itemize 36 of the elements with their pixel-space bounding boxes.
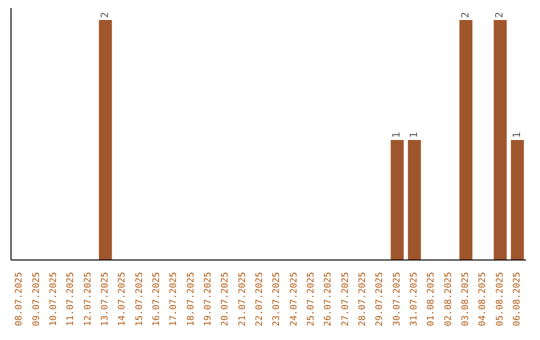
x-tick-label: 31.07.2025 [409,272,420,326]
data-label: 2 [100,12,111,18]
x-tick-label: 16.07.2025 [152,272,162,326]
x-tick-label: 30.07.2025 [392,272,402,326]
x-tick-label: 03.08.2025 [460,272,471,326]
x-tick-label: 15.07.2025 [134,272,145,326]
x-tick-label: 20.07.2025 [220,272,231,326]
x-tick-label: 10.07.2025 [48,272,59,326]
x-tick-label: 29.07.2025 [375,272,386,326]
data-label: 2 [494,12,506,18]
x-tick-label: 05.08.2025 [495,272,506,326]
x-tick-label: 21.07.2025 [238,272,248,326]
x-tick-label: 27.07.2025 [340,272,351,326]
x-tick-label: 01.08.2025 [426,272,437,326]
x-tick-label: 23.07.2025 [272,272,282,326]
data-label: 1 [408,132,420,138]
x-tick-label: 14.07.2025 [118,272,128,326]
x-tick-label: 18.07.2025 [186,272,196,326]
x-tick-label: 19.07.2025 [203,272,214,326]
x-tick-label: 13.07.2025 [100,272,110,326]
x-tick-label: 09.07.2025 [32,272,42,326]
x-tick-label: 08.07.2025 [14,272,25,326]
x-tick-label: 25.07.2025 [306,272,316,326]
x-tick-label: 22.07.2025 [254,272,265,326]
data-label: 2 [460,12,472,18]
x-tick-label: 17.07.2025 [169,272,180,326]
x-tick-label: 24.07.2025 [289,272,300,326]
x-tick-label: 04.08.2025 [478,272,488,326]
data-label: 1 [392,132,403,138]
x-tick-label: 12.07.2025 [83,272,94,326]
x-tick-label: 26.07.2025 [324,272,334,326]
x-tick-label: 02.08.2025 [444,272,454,326]
x-tick-label: 06.08.2025 [512,272,522,326]
x-tick-label: 28.07.2025 [358,272,368,326]
x-tick-label: 11.07.2025 [66,272,76,326]
data-label: 1 [512,132,523,138]
